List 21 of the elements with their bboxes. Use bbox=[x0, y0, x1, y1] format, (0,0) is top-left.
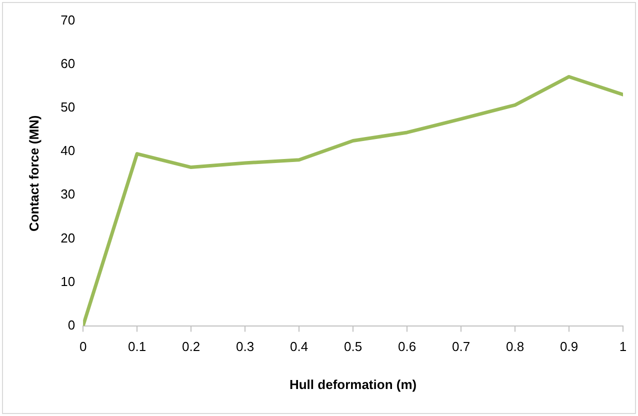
y-axis-title: Contact force (MN) bbox=[26, 115, 42, 232]
y-tick-label: 50 bbox=[60, 100, 76, 115]
x-tick-label: 1 bbox=[619, 339, 627, 354]
x-tick-label: 0.2 bbox=[182, 339, 200, 354]
y-tick-label: 10 bbox=[60, 274, 76, 289]
x-tick-label: 0.8 bbox=[506, 339, 524, 354]
y-tick-label: 70 bbox=[60, 12, 76, 28]
y-tick-label: 30 bbox=[60, 186, 76, 202]
x-tick-label: 0.6 bbox=[398, 339, 416, 354]
x-tick-label: 0.7 bbox=[452, 339, 470, 354]
x-tick-label: 0.1 bbox=[128, 339, 146, 354]
x-axis-title: Hull deformation (m) bbox=[289, 376, 417, 392]
x-tick-label: 0.3 bbox=[236, 339, 254, 354]
y-tick-label: 0 bbox=[68, 317, 76, 332]
y-tick-label: 20 bbox=[60, 230, 76, 246]
x-tick-label: 0.4 bbox=[290, 339, 308, 354]
x-tick-label: 0.9 bbox=[560, 339, 578, 354]
x-tick-label: 0 bbox=[79, 339, 87, 354]
y-tick-label: 40 bbox=[60, 143, 76, 158]
y-tick-label: 60 bbox=[60, 56, 76, 72]
x-tick-label: 0.5 bbox=[344, 339, 362, 354]
